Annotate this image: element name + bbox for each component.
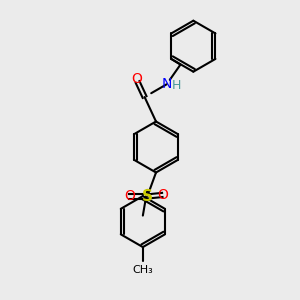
Text: H: H bbox=[172, 79, 181, 92]
Text: O: O bbox=[131, 72, 142, 86]
Text: CH₃: CH₃ bbox=[133, 265, 153, 275]
Text: O: O bbox=[124, 190, 135, 203]
Text: S: S bbox=[142, 189, 153, 204]
Text: N: N bbox=[161, 77, 172, 91]
Text: O: O bbox=[157, 188, 168, 202]
